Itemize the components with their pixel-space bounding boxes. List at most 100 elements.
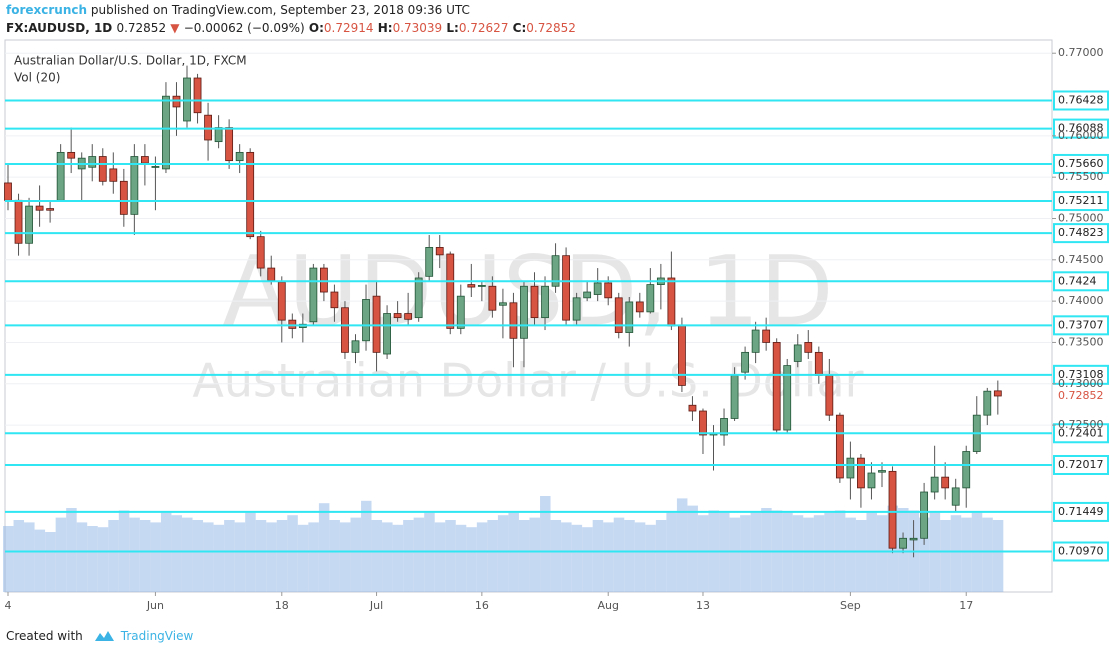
created-with: Created with xyxy=(6,629,83,643)
candle-body xyxy=(172,95,181,108)
candle-body xyxy=(151,166,160,168)
chart: AUDUSD, 1D Australian Dollar / U.S. Doll… xyxy=(3,39,1109,612)
volume-bar xyxy=(571,524,583,592)
y-tick-label: 0.72500 xyxy=(1058,418,1104,431)
level-label-box xyxy=(1053,454,1109,475)
candle-body xyxy=(941,476,950,489)
level-label-box xyxy=(1053,315,1109,336)
candle-body xyxy=(435,247,444,256)
candle-body xyxy=(541,285,549,319)
candle-body xyxy=(214,127,223,143)
volume-bar xyxy=(213,524,225,592)
volume-bar xyxy=(476,522,488,592)
candle-body xyxy=(604,282,613,299)
y-tick-label: 0.76000 xyxy=(1058,129,1104,142)
brand[interactable]: TradingView xyxy=(120,629,194,643)
volume-bar xyxy=(550,520,562,592)
volume-bar xyxy=(255,520,267,592)
author[interactable]: forexcrunch xyxy=(6,3,88,17)
candle-body xyxy=(835,414,844,479)
candle-body xyxy=(193,77,202,114)
volume-bar xyxy=(182,517,193,592)
volume-bar xyxy=(876,515,888,592)
volume-bar xyxy=(24,522,35,592)
volume-bar xyxy=(613,517,625,592)
candle-body xyxy=(625,301,634,333)
level-layer: 0.76428 0.76088 0.75660 0.75211 0.74823 0.742… xyxy=(5,90,1109,562)
volume-bar xyxy=(487,520,498,592)
candle-body xyxy=(246,151,255,238)
candle-body xyxy=(267,267,276,281)
candle-body xyxy=(783,365,792,431)
volume-bar xyxy=(455,524,467,592)
candle-body xyxy=(909,537,918,541)
last-price-label: 0.72852 xyxy=(1058,389,1104,402)
volume-bar xyxy=(224,520,235,592)
candle-body xyxy=(130,156,139,215)
candle-body xyxy=(477,285,486,287)
y-tick-label: 0.74000 xyxy=(1058,294,1104,307)
candle-body xyxy=(804,342,813,353)
level-label-box xyxy=(1053,364,1109,385)
open-value: 0.72914 xyxy=(323,21,374,35)
candle-body xyxy=(530,285,539,319)
volume-bar xyxy=(234,522,246,592)
volume-bar xyxy=(761,508,772,592)
c-label: C: xyxy=(512,21,527,35)
volume-bar xyxy=(108,520,119,592)
level-label: 0.73108 xyxy=(1058,368,1104,381)
h-label: H: xyxy=(377,21,393,35)
symbol: FX:AUDUSD, 1D xyxy=(6,21,113,35)
axis-layer: 0.77000 0.76000 0.75500 0.75000 0.74500 0.740… xyxy=(5,46,1104,612)
candle-body xyxy=(583,291,592,299)
candle-body xyxy=(4,182,12,201)
volume-bar xyxy=(150,522,161,592)
x-tick-label: 13 xyxy=(696,599,710,612)
candle-body xyxy=(920,491,929,539)
candle-body xyxy=(109,168,118,182)
volume-bar xyxy=(497,515,509,592)
candle-body xyxy=(162,95,170,170)
y-tick-label: 0.73000 xyxy=(1058,377,1104,390)
footer: Created with TradingView xyxy=(6,628,193,644)
candle-body xyxy=(888,470,897,549)
candle-body xyxy=(446,253,455,329)
level-label-box xyxy=(1053,118,1109,139)
l-label: L: xyxy=(446,21,459,35)
level-label-box xyxy=(1053,501,1109,522)
volume-bar xyxy=(740,515,751,592)
level-label: 0.76088 xyxy=(1058,122,1104,135)
volume-bar xyxy=(582,527,593,592)
volume-bar xyxy=(45,532,56,592)
candle-body xyxy=(509,302,518,339)
candle-body xyxy=(98,156,107,182)
level-label: 0.75211 xyxy=(1058,194,1104,207)
volume-bar xyxy=(676,498,688,592)
level-label: 0.73707 xyxy=(1058,318,1104,331)
candle-body xyxy=(56,151,65,201)
volume-bar xyxy=(203,522,214,592)
level-label: 0.72401 xyxy=(1058,426,1104,439)
candle-body xyxy=(962,451,971,489)
volume-bar xyxy=(982,517,993,592)
y-tick-label: 0.77000 xyxy=(1058,46,1104,59)
candle-body xyxy=(319,267,328,293)
volume-bar xyxy=(529,517,540,592)
volume-bar xyxy=(961,517,972,592)
down-arrow: ▼ xyxy=(170,21,180,35)
candle-body xyxy=(741,351,749,373)
volume-bar xyxy=(855,520,867,592)
volume-bar xyxy=(403,520,414,592)
y-tick-label: 0.75500 xyxy=(1058,170,1104,183)
candle-body xyxy=(256,236,265,269)
x-tick-label: Jun xyxy=(146,599,164,612)
volume-bar xyxy=(729,517,741,592)
candle-body xyxy=(499,302,507,306)
last-price-box xyxy=(1054,386,1108,405)
candle-body xyxy=(614,297,623,333)
candle-body xyxy=(793,344,802,362)
candle-body xyxy=(520,285,528,339)
candle-body xyxy=(414,277,423,319)
level-label: 0.76428 xyxy=(1058,93,1104,106)
